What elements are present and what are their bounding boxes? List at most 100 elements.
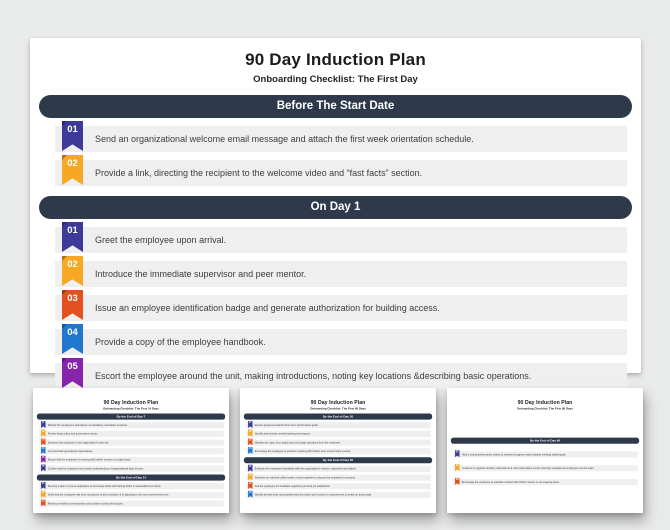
bookmark-number-icon: 01 — [62, 222, 83, 252]
slide-subtitle: Onboarding Checklist: The First 60 Days — [310, 407, 366, 411]
bookmark-number-icon: 02 — [41, 429, 46, 437]
checklist-section: By the End of Day 14 01 Develop a plan to … — [33, 474, 229, 507]
checklist-item-text: Issue an employee identification badge a… — [95, 303, 440, 313]
thumbnail-slide-content: 90 Day Induction Plan Onboarding Checklis… — [33, 400, 229, 513]
checklist-section: By the End of Day 7 01 Monitor the employe… — [33, 413, 229, 472]
main-slide: 90 Day Induction Plan Onboarding Checkli… — [30, 38, 641, 389]
checklist-item-text: Identify and provide needed training and… — [254, 432, 311, 436]
checklist-item: 03 Reinforce healthy communication and pr… — [39, 499, 224, 507]
checklist-item-text: Encourage the employee to maintain conta… — [461, 480, 560, 484]
checklist-item-text: Introduce the employee to the organizati… — [47, 441, 110, 445]
checklist-item: 05 Escort the employee around the unit, m… — [55, 358, 627, 389]
bookmark-number-icon: 02 — [62, 155, 83, 185]
checklist-item-text: Provide a copy of the employee handbook. — [95, 337, 266, 347]
checklist-item-text: Communicate general job expectations. — [47, 449, 93, 453]
bookmark-number-icon: 01 — [248, 420, 253, 428]
checklist-item: 01 Evaluate the employee's familiarity wi… — [246, 464, 431, 472]
thumbnail-slide-first-14-days[interactable]: 90 Day Induction Plan Onboarding Checklis… — [33, 388, 229, 513]
bookmark-number-icon: 02 — [62, 256, 83, 286]
bookmark-number-icon: 04 — [41, 446, 46, 454]
bookmark-number-icon: 02 — [248, 429, 253, 437]
bookmark-number-icon: 01 — [41, 481, 46, 490]
slide-subtitle: Onboarding Checklist: The First 90 Days — [517, 407, 573, 411]
checklist-item: 01 Hold a formal performance review to ex… — [453, 450, 638, 458]
checklist-item-text: Ensure that the employee is meeting with… — [47, 458, 132, 462]
checklist-item-text: Confirm that the employee has a basic un… — [47, 467, 144, 471]
bookmark-number-icon: 01 — [62, 121, 83, 151]
bookmark-number-icon: 02 — [248, 473, 253, 481]
bookmark-number-icon: 04 — [62, 324, 83, 354]
bookmark-number-icon: 03 — [62, 290, 83, 320]
section-header: By the End of Day 60 — [243, 457, 433, 464]
bookmark-number-icon: 06 — [41, 464, 46, 472]
checklist-item: 02 Identify and provide needed training a… — [246, 429, 431, 437]
bookmark-number-icon: 03 — [455, 477, 460, 485]
checklist-item: 03 Encourage the employee to maintain con… — [453, 477, 638, 486]
slide-title: 90 Day Induction Plan — [310, 400, 366, 406]
checklist-item: 01 Develop a plan to ensure acquisition o… — [39, 481, 224, 490]
checklist-item-text: Evaluate the employee's familiarity with… — [254, 467, 357, 471]
checklist-section: By the End of Day 60 01 Evaluate the emplo… — [240, 457, 436, 498]
thumbnail-slide-first-60-days[interactable]: 90 Day Induction Plan Onboarding Checklis… — [240, 388, 436, 513]
checklist-item: 02 Introduce the immediate supervisor and… — [55, 256, 627, 287]
checklist-item: 03 Issue an employee identification badge… — [55, 290, 627, 321]
checklist-item: 02 Verify that the employee has been intr… — [39, 490, 224, 498]
checklist-item-text: Introduce the immediate supervisor and p… — [95, 269, 307, 279]
checklist-item-text: Review basic policy and governance issue… — [47, 432, 99, 436]
checklist-item: 05 Ensure that the employee is meeting wi… — [39, 455, 224, 463]
checklist-item-text: Reinforce healthy communication and prob… — [47, 502, 124, 506]
checklist-item-text: Hold a formal performance review to exam… — [461, 453, 567, 456]
checklist-item: 06 Confirm that the employee has a basic … — [39, 464, 224, 472]
checklist-section: By the End of Day 30 01 Review progress to… — [240, 413, 436, 455]
checklist-item: 01 Send an organizational welcome email m… — [55, 121, 627, 152]
bookmark-number-icon: 03 — [248, 438, 253, 446]
checklist-item-text: Verify that the employee has been introd… — [47, 493, 170, 497]
checklist-item: 02 Review basic policy and governance iss… — [39, 429, 224, 437]
slide-subtitle: Onboarding Checklist: The First Day — [253, 74, 418, 85]
thumbnail-slide-content: 90 Day Induction Plan Onboarding Checklis… — [240, 400, 436, 513]
checklist-sections: Before The Start Date 01 Send an organizat… — [30, 95, 641, 389]
checklist-item-text: Maintain an 'open door' policy and encou… — [254, 441, 341, 445]
thumbnail-slide-content: 90 Day Induction Plan Onboarding Checklis… — [447, 400, 643, 513]
checklist-item: 01 Review progress towards short-term per… — [246, 420, 431, 429]
checklist-item: 04 Communicate general job expectations. — [39, 446, 224, 455]
checklist-item-text: Greet the employee upon arrival. — [95, 235, 227, 245]
checklist-item: 04 Encourage the employee to continue mee… — [246, 446, 431, 455]
section-header: By the End of Day 30 — [243, 413, 433, 420]
bookmark-number-icon: 05 — [41, 455, 46, 463]
bookmark-number-icon: 04 — [248, 490, 253, 498]
checklist-section: By the End of Day 90 01 Hold a formal perf… — [447, 437, 643, 486]
checklist-sections: By the End of Day 7 01 Monitor the employe… — [33, 413, 229, 507]
section-header: By the End of Day 7 — [36, 413, 226, 420]
bookmark-number-icon: 05 — [62, 358, 83, 388]
slide-subtitle: Onboarding Checklist: The First 14 Days — [103, 407, 159, 411]
checklist-item: 01 Greet the employee upon arrival. — [55, 222, 627, 253]
checklist-item-text: Monitor the employee's attendance at man… — [47, 423, 128, 427]
bookmark-number-icon: 01 — [455, 450, 460, 458]
section-header: By the End of Day 14 — [36, 474, 226, 481]
thumbnail-slide-first-90-days[interactable]: 90 Day Induction Plan Onboarding Checklis… — [447, 388, 643, 513]
bookmark-number-icon: 03 — [41, 438, 46, 446]
bookmark-number-icon: 02 — [41, 490, 46, 498]
checklist-sections: By the End of Day 30 01 Review progress to… — [240, 413, 436, 498]
checklist-item-text: Schedule an informal coffee break or lun… — [254, 476, 356, 480]
checklist-section: On Day 1 01 Greet the employee upon arriva… — [30, 196, 641, 389]
checklist-item-text: Provide a link, directing the recipient … — [95, 168, 423, 178]
checklist-item-text: Encourage the employee to continue meeti… — [254, 449, 351, 453]
spacer — [447, 410, 643, 434]
checklist-item-text: Identify at least three accomplishments … — [254, 493, 372, 497]
checklist-item: 02 Schedule an informal coffee break or l… — [246, 473, 431, 481]
checklist-item-text: Continue to organize lunches, discussion… — [461, 466, 595, 470]
checklist-item: 03 Maintain an 'open door' policy and enc… — [246, 438, 431, 446]
checklist-sections: By the End of Day 90 01 Hold a formal perf… — [447, 437, 643, 486]
bookmark-number-icon: 02 — [455, 463, 460, 472]
checklist-item: 03 Ask the employee for feedback regardin… — [246, 481, 431, 490]
checklist-item-text: Develop a plan to ensure acquisition of … — [47, 484, 162, 488]
checklist-item: 04 Identify at least three accomplishment… — [246, 490, 431, 498]
slide-title: 90 Day Induction Plan — [517, 400, 573, 406]
bookmark-number-icon: 01 — [248, 464, 253, 472]
section-header: On Day 1 — [39, 196, 632, 219]
checklist-item-text: Send an organizational welcome email mes… — [95, 134, 474, 144]
checklist-item-text: Escort the employee around the unit, mak… — [95, 371, 532, 381]
checklist-item-text: Ask the employee for feedback regarding … — [254, 484, 331, 488]
